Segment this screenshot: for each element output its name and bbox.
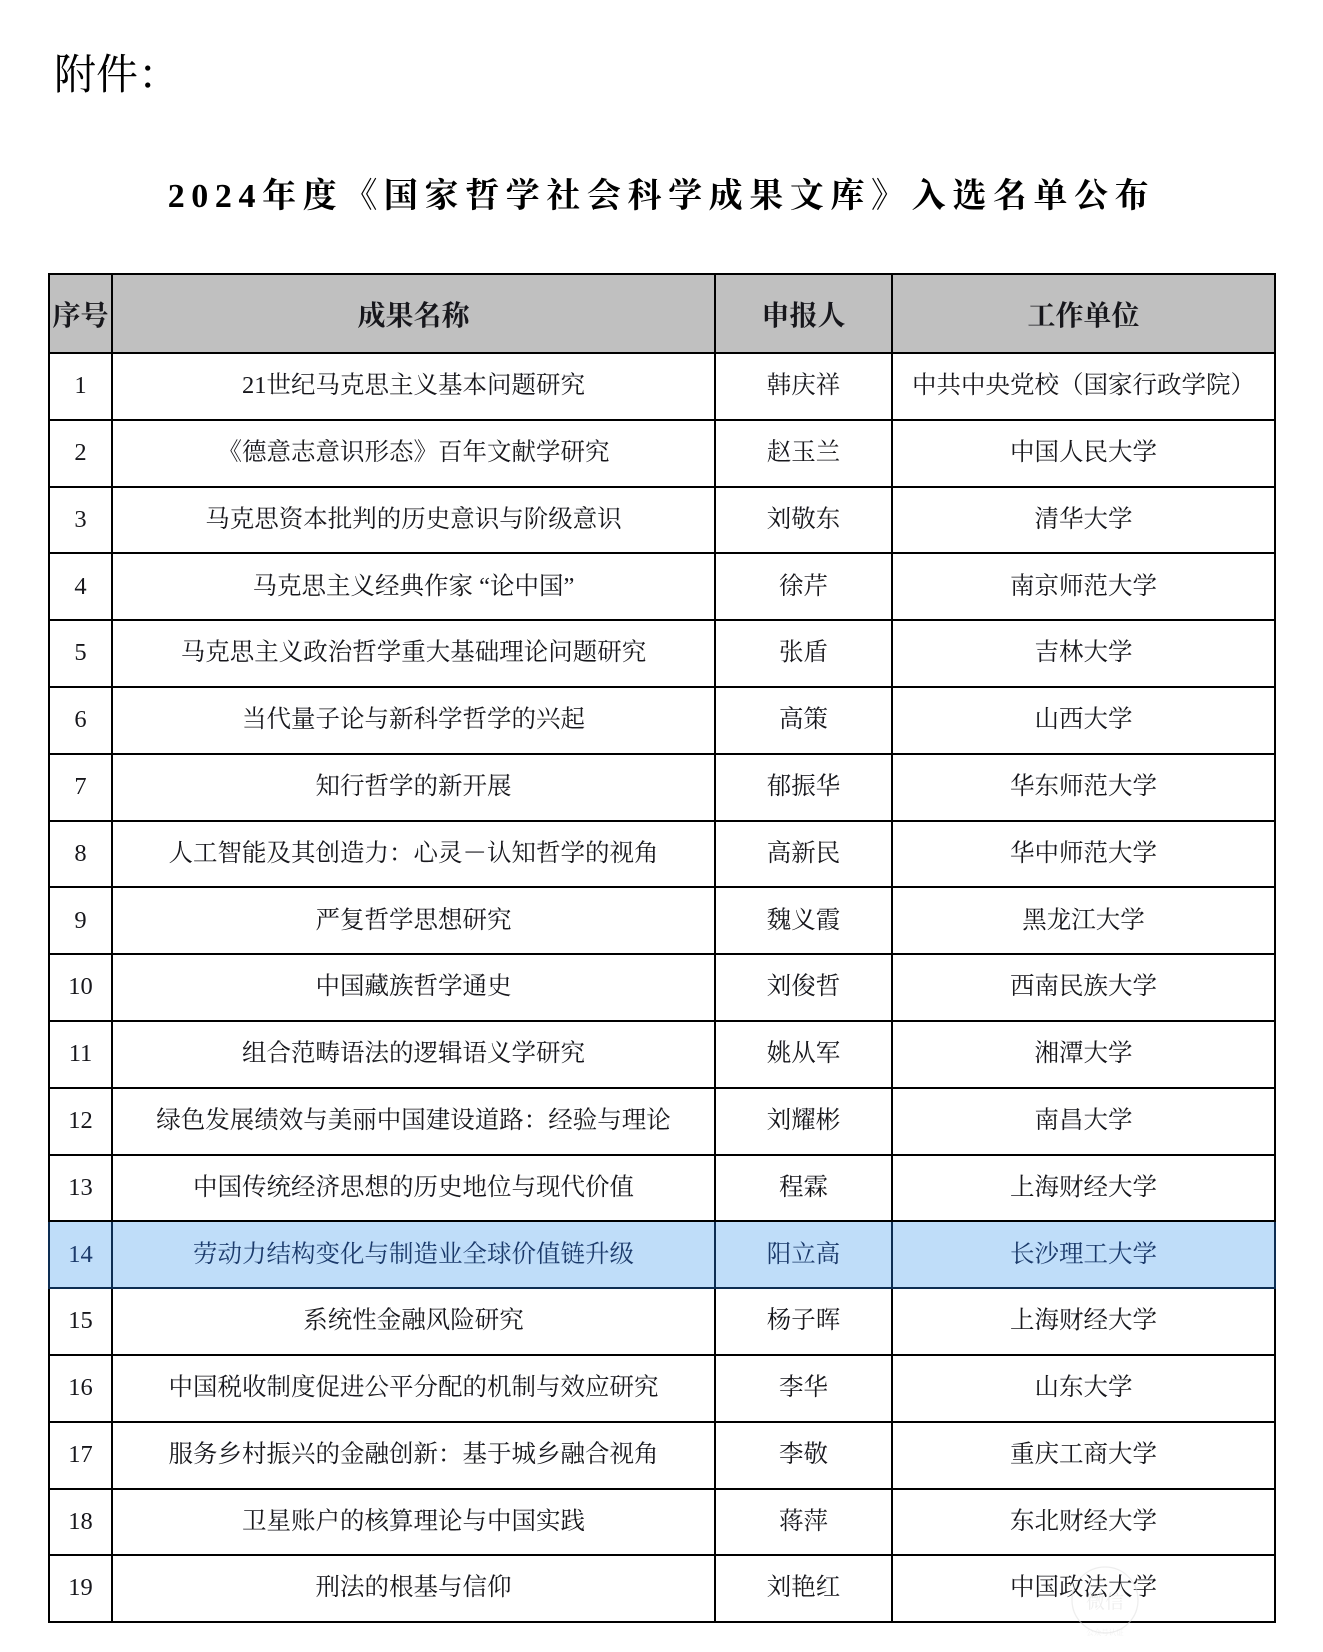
- svg-text:公众号认证: 公众号认证: [1086, 1627, 1124, 1638]
- svg-text:微信: 微信: [1086, 1587, 1124, 1614]
